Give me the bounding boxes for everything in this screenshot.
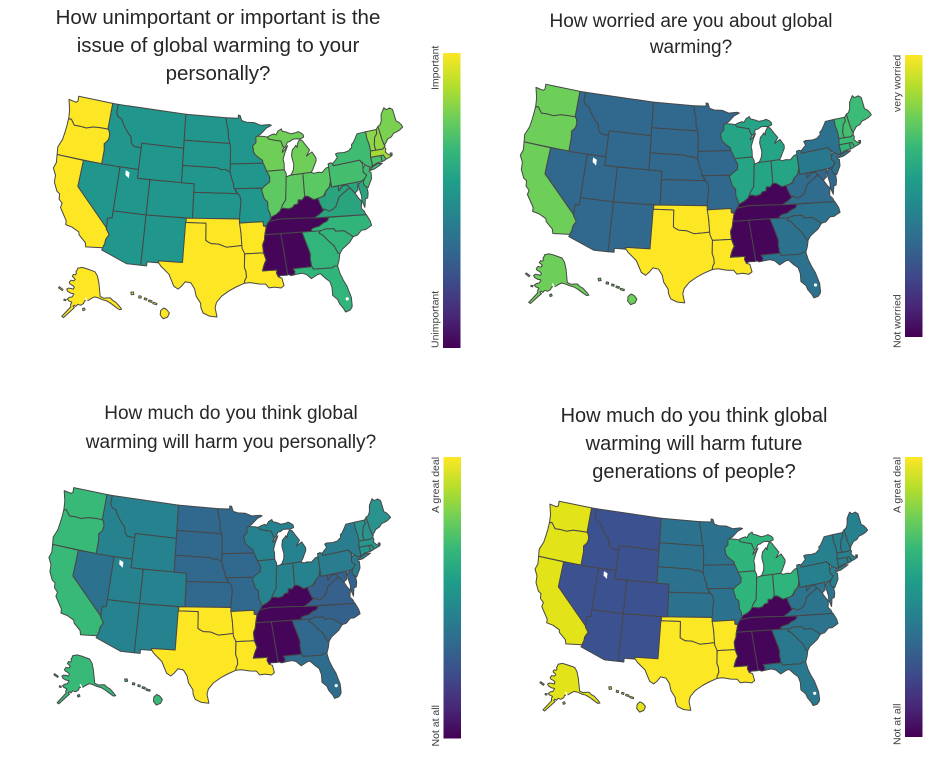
svg-text:Not at all: Not at all [892, 704, 904, 745]
svg-text:How worried are you about glob: How worried are you about global [549, 11, 832, 32]
svg-text:Important: Important [430, 46, 442, 90]
svg-text:How much do you think global: How much do you think global [104, 403, 357, 424]
svg-text:generations of people?: generations of people? [592, 461, 796, 483]
svg-text:Not at all: Not at all [430, 705, 442, 746]
svg-text:How unimportant or important i: How unimportant or important is the [56, 6, 381, 29]
svg-text:warming?: warming? [649, 37, 732, 58]
svg-text:very worried: very worried [892, 55, 904, 112]
svg-text:warming will harm you personal: warming will harm you personally? [85, 432, 376, 453]
svg-text:Unimportant: Unimportant [430, 291, 442, 348]
svg-text:warming will harm future: warming will harm future [585, 433, 803, 455]
svg-text:A great deal: A great deal [892, 457, 904, 513]
svg-text:Not worried: Not worried [892, 294, 904, 348]
svg-text:issue of global warming to you: issue of global warming to your [77, 34, 360, 57]
svg-text:personally?: personally? [166, 62, 271, 85]
svg-text:A great deal: A great deal [430, 457, 442, 513]
svg-text:How much do you think global: How much do you think global [561, 405, 828, 427]
